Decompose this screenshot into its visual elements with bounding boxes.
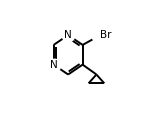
Text: N: N — [50, 60, 58, 70]
Text: Br: Br — [100, 30, 112, 40]
Text: N: N — [64, 30, 72, 40]
